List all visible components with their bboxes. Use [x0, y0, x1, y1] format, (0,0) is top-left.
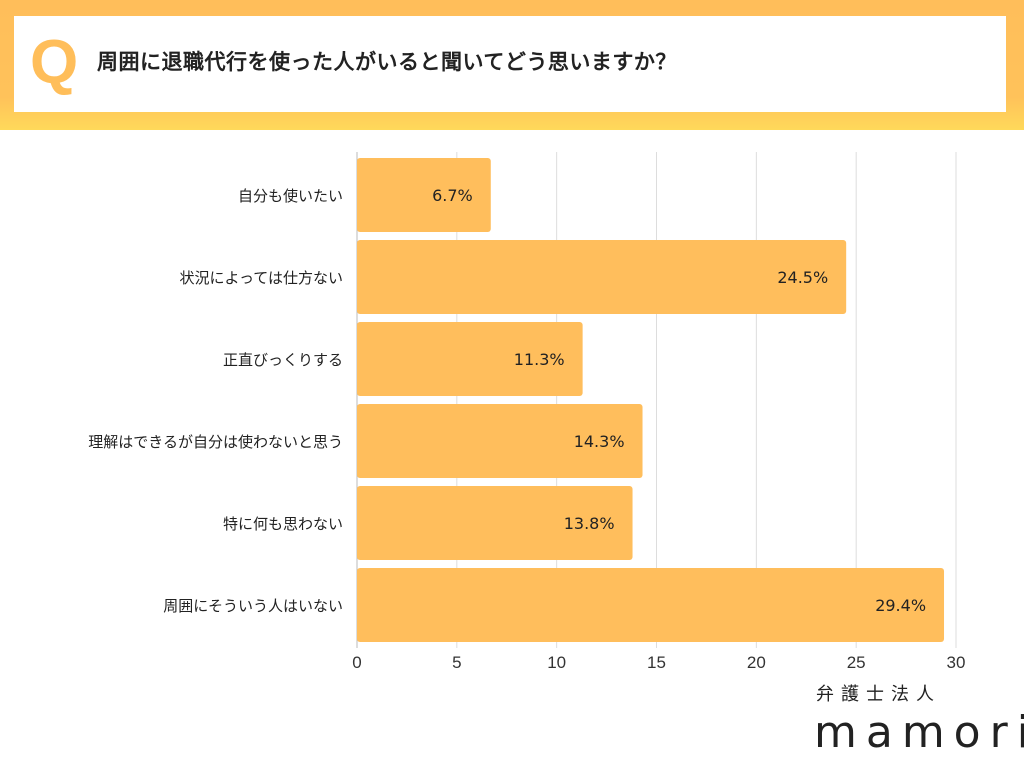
category-label: 自分も使いたい	[238, 187, 343, 205]
x-tick-label: 0	[352, 653, 361, 672]
q-mark: Q	[30, 28, 79, 97]
category-label: 理解はできるが自分は使わないと思う	[88, 433, 343, 451]
x-tick-label: 30	[947, 653, 966, 672]
bar	[357, 158, 491, 232]
category-label: 状況によっては仕方ない	[179, 269, 343, 287]
category-label: 特に何も思わない	[223, 515, 343, 533]
bar	[357, 486, 633, 560]
logo-subtitle: 弁護士法人	[816, 684, 941, 705]
data-label: 6.7%	[432, 186, 473, 205]
logo: mamori	[814, 707, 1024, 758]
bar	[357, 240, 847, 314]
bar	[357, 568, 945, 642]
data-label: 29.4%	[875, 596, 926, 615]
question-title: 周囲に退職代行を使った人がいると聞いてどう思いますか？	[97, 50, 677, 74]
category-label: 正直びっくりする	[223, 351, 343, 369]
data-label: 24.5%	[777, 268, 828, 287]
bar	[357, 404, 643, 478]
bar	[357, 322, 583, 396]
x-tick-label: 5	[452, 653, 461, 672]
category-label: 周囲にそういう人はいない	[163, 597, 343, 615]
data-label: 13.8%	[564, 514, 615, 533]
x-tick-label: 15	[647, 653, 666, 672]
x-tick-label: 20	[747, 653, 766, 672]
data-label: 11.3%	[514, 350, 565, 369]
header-box	[14, 16, 1006, 112]
x-tick-label: 25	[847, 653, 866, 672]
x-tick-label: 10	[547, 653, 566, 672]
data-label: 14.3%	[574, 432, 625, 451]
